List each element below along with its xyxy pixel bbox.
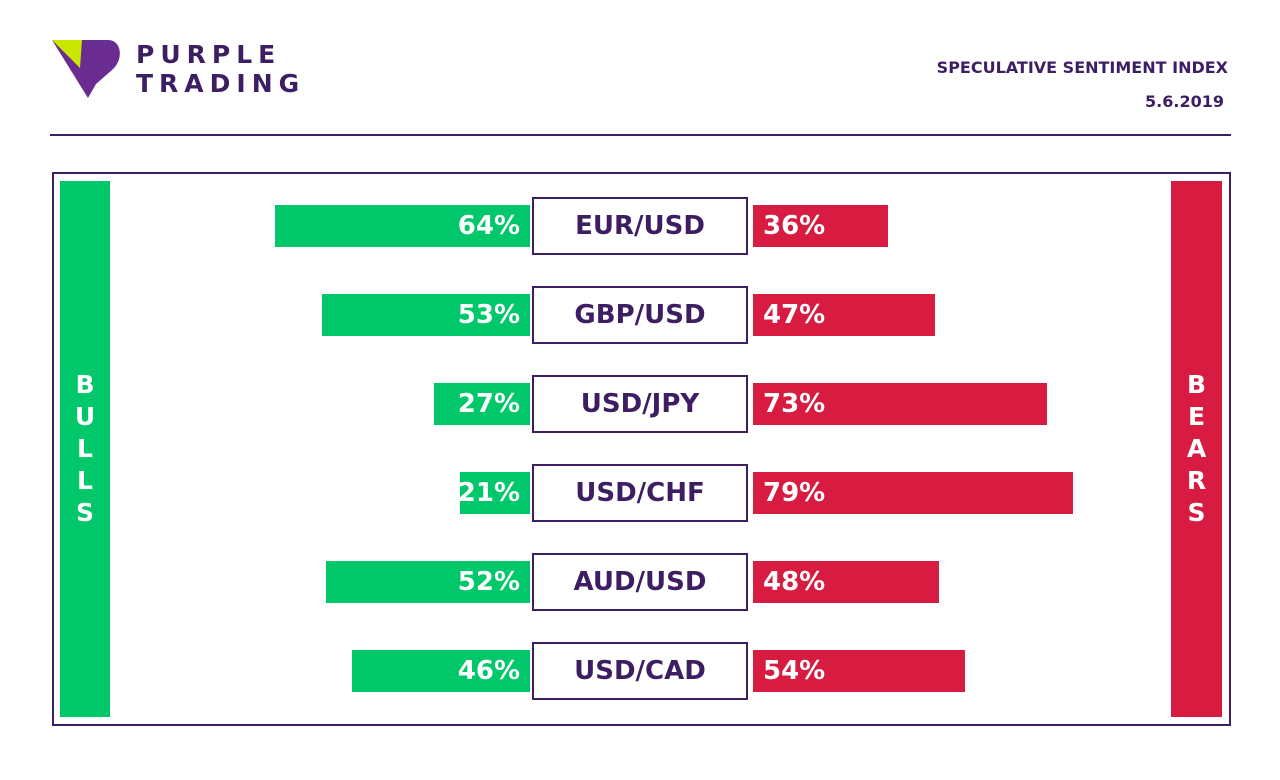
pair-label: USD/JPY <box>532 375 748 433</box>
bulls-bar: 21% <box>458 472 530 514</box>
brand-name: PURPLE TRADING <box>136 40 305 98</box>
purple-trading-logo <box>52 40 120 98</box>
bulls-bar: 27% <box>434 383 530 425</box>
bulls-letter: L <box>77 434 93 463</box>
bulls-bar: 53% <box>322 294 530 336</box>
bulls-letter: U <box>74 402 96 431</box>
bears-letter: A <box>1186 434 1207 463</box>
report-date: 5.6.2019 <box>1145 92 1224 111</box>
bears-bar: 54% <box>753 650 965 692</box>
bulls-bar: 64% <box>275 205 530 247</box>
bears-bar: 47% <box>753 294 935 336</box>
bears-letter: R <box>1186 466 1207 495</box>
bears-bar: 36% <box>753 205 888 247</box>
chart-frame <box>52 172 1231 726</box>
bulls-letter: L <box>77 466 93 495</box>
bears-bar: 73% <box>753 383 1047 425</box>
bears-bar: 79% <box>753 472 1073 514</box>
brand-line-1: PURPLE <box>136 40 282 69</box>
bears-letter: E <box>1187 402 1206 431</box>
bears-bar: 48% <box>753 561 939 603</box>
bulls-letter: B <box>75 370 95 399</box>
bears-letter: S <box>1187 498 1206 527</box>
pair-label: USD/CHF <box>532 464 748 522</box>
header-divider <box>50 134 1231 136</box>
bulls-letter: S <box>75 498 94 527</box>
report-title: SPECULATIVE SENTIMENT INDEX <box>936 58 1228 77</box>
bears-letter: B <box>1186 370 1207 399</box>
pair-label: USD/CAD <box>532 642 748 700</box>
brand-line-2: TRADING <box>136 69 306 98</box>
bulls-bar: 46% <box>352 650 530 692</box>
pair-label: AUD/USD <box>532 553 748 611</box>
pair-label: EUR/USD <box>532 197 748 255</box>
pair-label: GBP/USD <box>532 286 748 344</box>
bulls-bar: 52% <box>326 561 530 603</box>
logo-green-shape <box>52 40 82 68</box>
